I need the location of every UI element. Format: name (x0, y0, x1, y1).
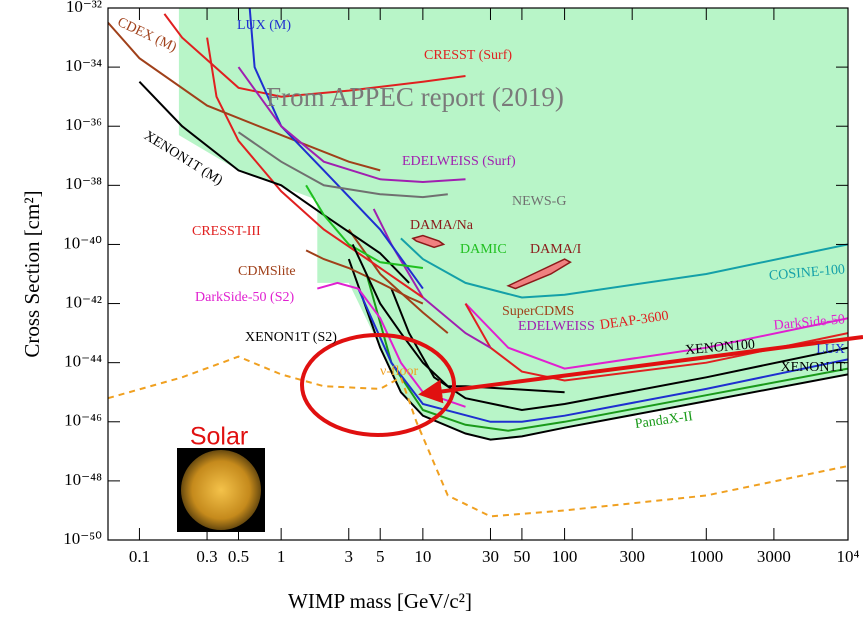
solar-image (181, 450, 261, 530)
curve-label: EDELWEISS (518, 319, 595, 334)
annotation: From APPEC report (2019) (266, 82, 564, 112)
y-tick-label: 10⁻⁴⁰ (63, 233, 102, 252)
curve-label: XENON1T (S2) (245, 330, 337, 345)
y-tick-label: 10⁻⁴⁶ (64, 411, 102, 430)
x-tick-label: 50 (513, 547, 530, 566)
y-tick-label: 10⁻⁴² (65, 292, 102, 311)
x-tick-label: 30 (482, 547, 499, 566)
region-label: DAMA/Na (410, 218, 474, 233)
curve-label: XENON1T (780, 360, 845, 375)
x-tick-label: 1000 (689, 547, 723, 566)
curve-label: DarkSide-50 (S2) (195, 290, 294, 305)
y-tick-label: 10⁻³⁶ (65, 115, 102, 134)
y-tick-label: 10⁻³⁸ (65, 174, 102, 193)
x-tick-label: 300 (619, 547, 645, 566)
curve-label: LUX (M) (237, 18, 291, 33)
x-tick-label: 3 (345, 547, 354, 566)
curve-label: CDMSlite (238, 264, 296, 279)
x-tick-label: 3000 (757, 547, 791, 566)
region-label: DAMA/I (530, 242, 582, 257)
x-tick-label: 100 (552, 547, 578, 566)
x-axis-title: WIMP mass [GeV/c²] (288, 589, 472, 613)
curve-label: LUX (816, 342, 845, 357)
x-tick-label: 0.3 (196, 547, 217, 566)
curve-label: CRESST (Surf) (424, 48, 512, 63)
excluded-region (179, 8, 848, 440)
y-tick-label: 10⁻³² (66, 0, 102, 16)
curve-label: ν-floor (380, 364, 419, 379)
curve-label: DAMIC (460, 242, 507, 257)
curve-label: SuperCDMS (502, 304, 574, 319)
x-tick-label: 0.1 (129, 547, 150, 566)
x-tick-label: 1 (277, 547, 286, 566)
y-tick-label: 10⁻⁴⁸ (64, 470, 102, 489)
annotation: Solar (190, 423, 248, 451)
curve-label: CRESST-III (192, 224, 261, 239)
curve-label: NEWS-G (512, 194, 566, 209)
y-tick-label: 10⁻⁴⁴ (64, 352, 102, 371)
y-tick-label: 10⁻³⁴ (65, 56, 102, 75)
x-tick-label: 5 (376, 547, 385, 566)
chart: From APPEC report (2019) Solar WIMP mass… (0, 0, 863, 619)
x-tick-label: 10⁴ (837, 547, 860, 566)
y-tick-label: 10⁻⁵⁰ (63, 529, 102, 548)
y-axis-title: Cross Section [cm²] (20, 190, 44, 357)
x-tick-label: 10 (414, 547, 431, 566)
curve-label: EDELWEISS (Surf) (402, 154, 516, 169)
x-tick-label: 0.5 (228, 547, 249, 566)
